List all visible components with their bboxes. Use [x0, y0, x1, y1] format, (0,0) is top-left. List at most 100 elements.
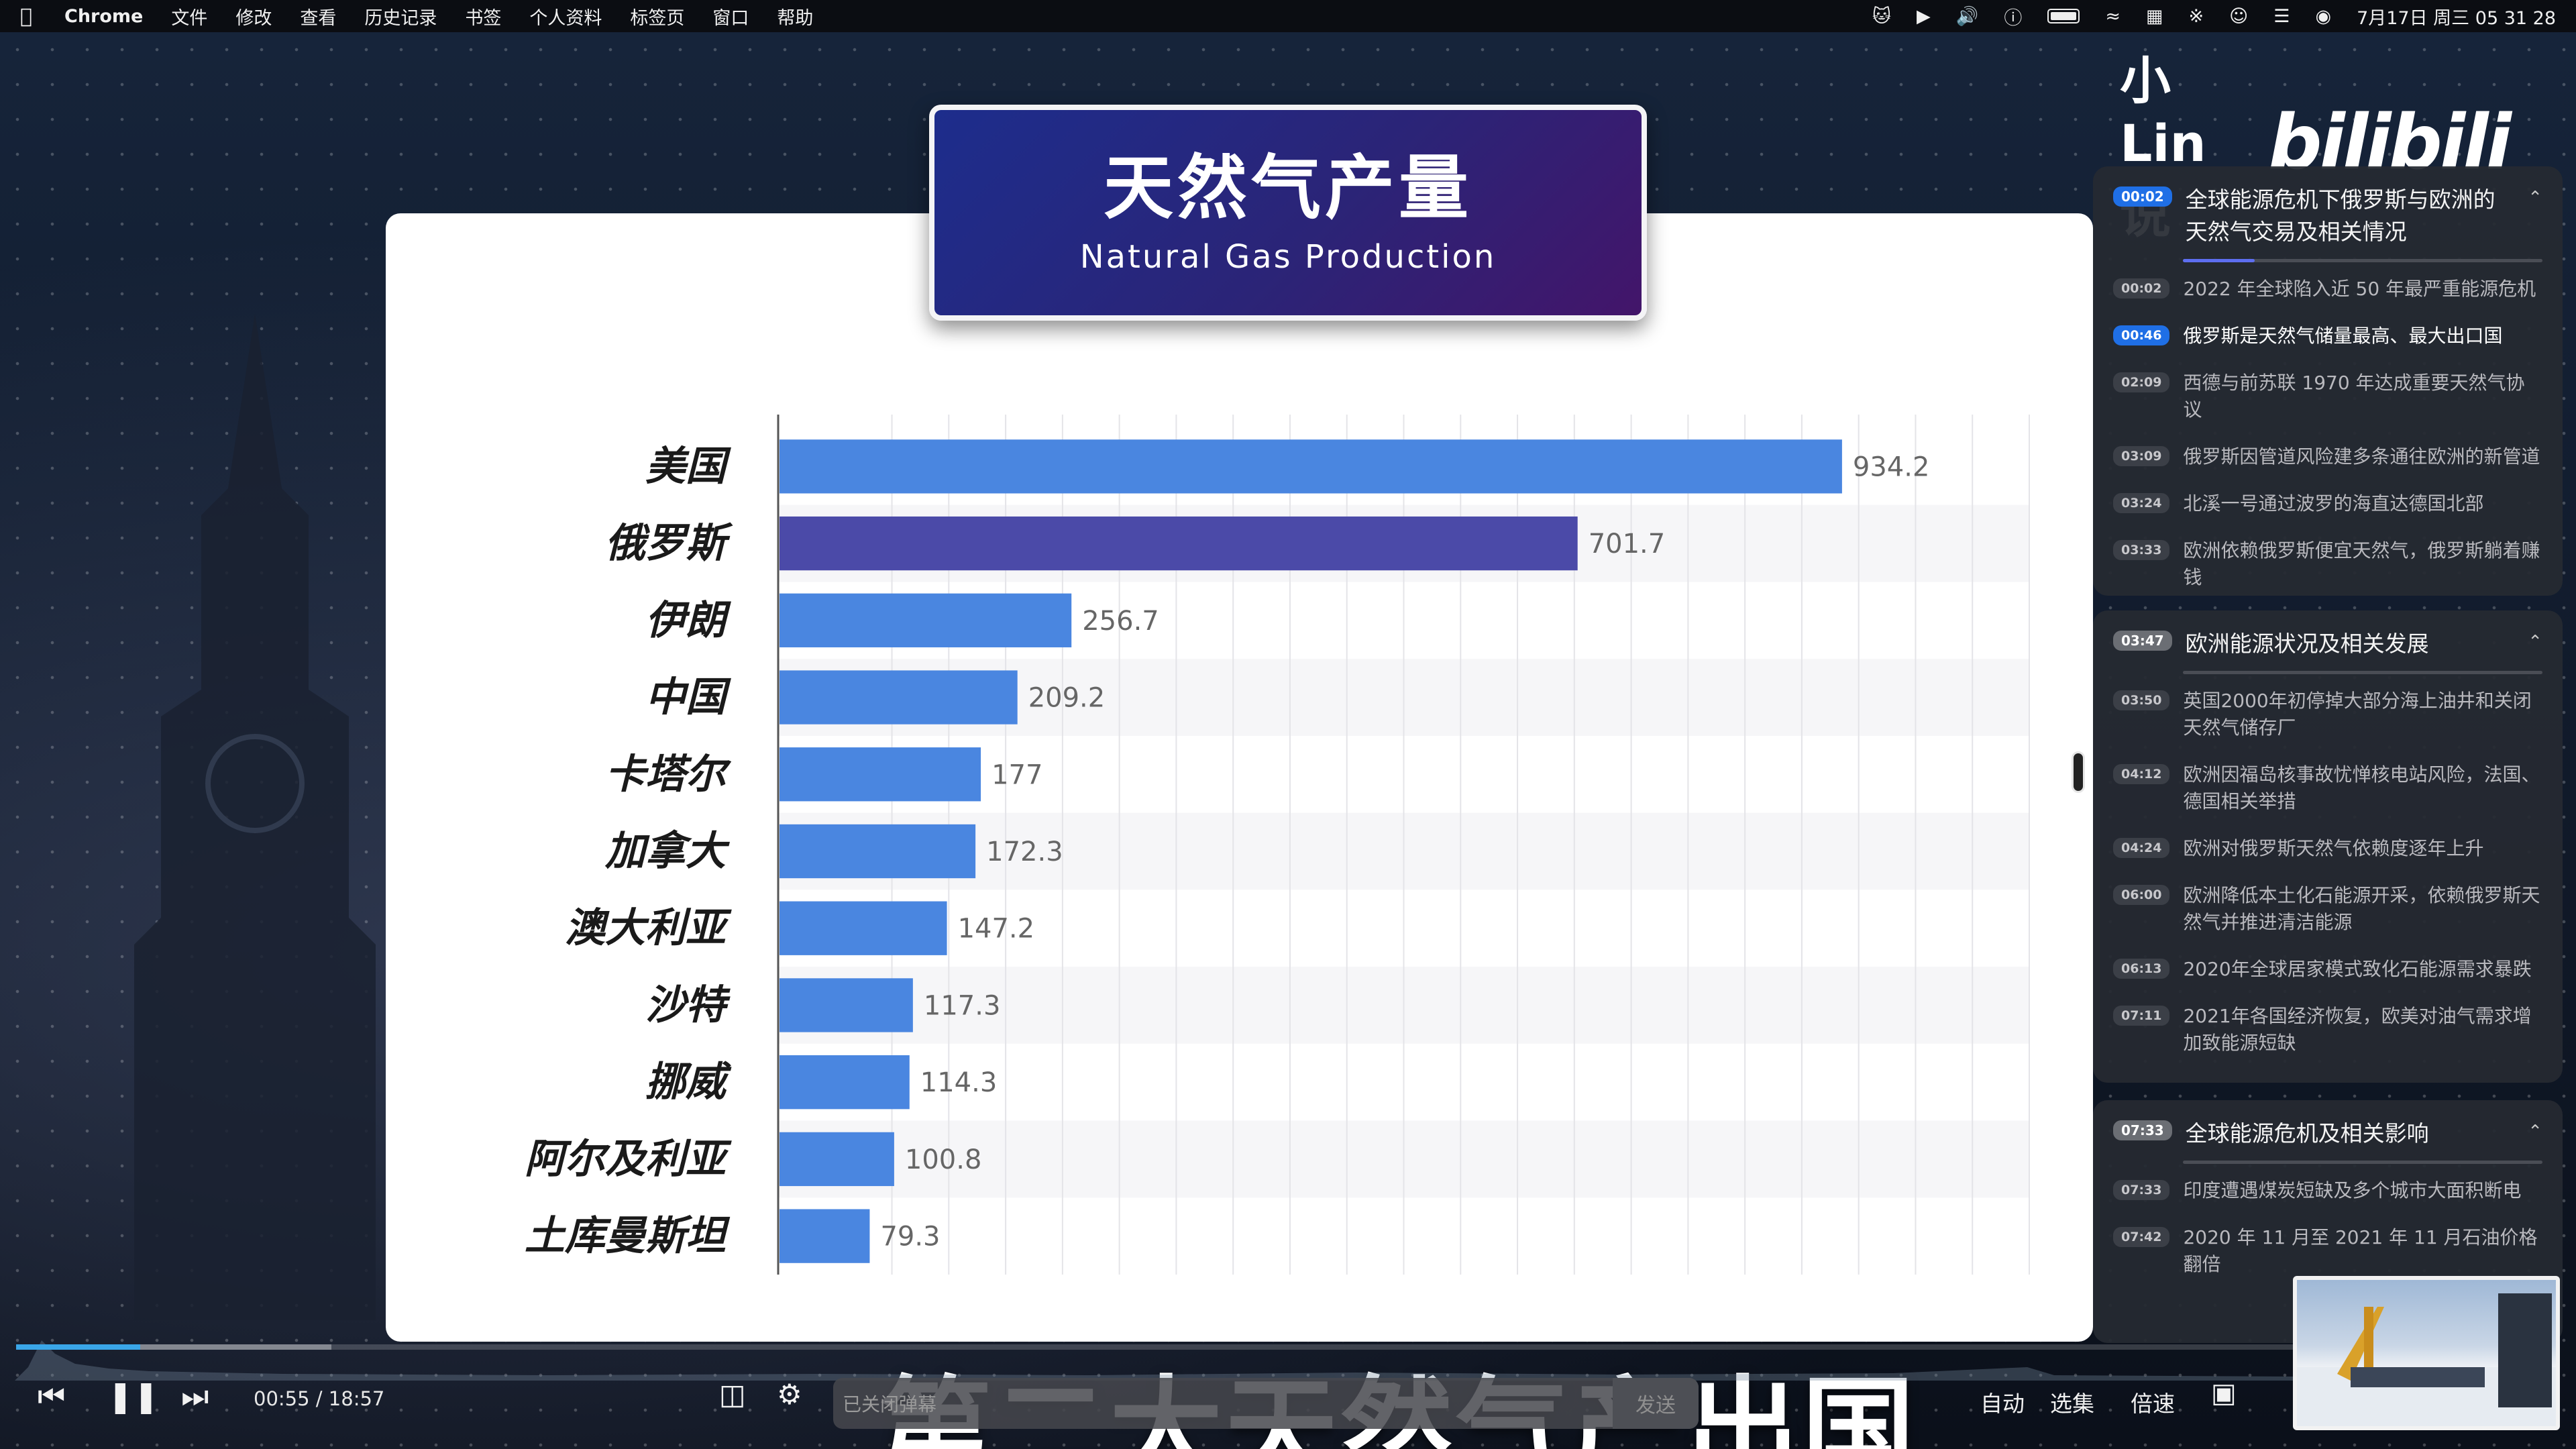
menu-profile[interactable]: 个人资料: [529, 7, 602, 29]
chevron-up-icon[interactable]: ⌃: [2528, 1122, 2542, 1142]
item-text[interactable]: 俄罗斯因管道风险建多条通往欧洲的新管道: [2183, 445, 2540, 468]
item-text[interactable]: 2020 年 11 月至 2021 年 11 月石油价格翻倍: [2183, 1226, 2538, 1275]
item-text[interactable]: 英国2000年初停掉大部分海上油井和关闭天然气储存厂: [2183, 690, 2532, 739]
chapter-title[interactable]: 全球能源危机及相关影响: [2185, 1120, 2429, 1146]
item-time-badge[interactable]: 04:24: [2113, 838, 2170, 858]
chapter-item[interactable]: 07:42 2020 年 11 月至 2021 年 11 月石油价格翻倍: [2113, 1224, 2542, 1278]
item-text[interactable]: 印度遭遇煤炭短缺及多个城市大面积断电: [2183, 1179, 2522, 1201]
quality-auto-button[interactable]: 自动: [1980, 1391, 2025, 1417]
user-icon[interactable]: ☺: [2229, 5, 2249, 27]
item-text[interactable]: 欧洲降低本土化石能源开采，依赖俄罗斯天然气并推进清洁能源: [2183, 884, 2540, 933]
wifi-icon[interactable]: ≈: [2105, 5, 2121, 27]
category-label: 沙特: [645, 981, 731, 1028]
chapter-title[interactable]: 全球能源危机下俄罗斯与欧洲的天然气交易及相关情况: [2185, 186, 2496, 245]
volume-icon[interactable]: 🔊: [1955, 6, 1979, 27]
info-circle-icon[interactable]: ⓘ: [2004, 7, 2023, 29]
siri-icon[interactable]: ◉: [2315, 5, 2332, 27]
item-text[interactable]: 西德与前苏联 1970 年达成重要天然气协议: [2183, 372, 2525, 421]
chevron-up-icon[interactable]: ⌃: [2528, 632, 2542, 652]
battery-icon[interactable]: [2047, 9, 2080, 23]
progress-heat-waveform: [15, 1340, 2296, 1381]
chapter-time-badge[interactable]: 00:02: [2113, 186, 2172, 207]
chapter-item[interactable]: 03:50 英国2000年初停掉大部分海上油井和关闭天然气储存厂: [2113, 688, 2542, 741]
send-button[interactable]: 发送: [1613, 1378, 1699, 1429]
menu-app-chrome[interactable]: Chrome: [64, 5, 144, 27]
item-text[interactable]: 2020年全球居家模式致化石能源需求暴跌: [2183, 958, 2532, 980]
item-time-badge[interactable]: 00:46: [2113, 325, 2170, 345]
chapter-item[interactable]: 03:24 北溪一号通过波罗的海直达德国北部: [2113, 490, 2542, 517]
chart-title-english: Natural Gas Production: [1079, 238, 1497, 276]
speed-button[interactable]: 倍速: [2131, 1391, 2175, 1417]
item-time-badge[interactable]: 04:12: [2113, 764, 2170, 784]
item-time-badge[interactable]: 03:09: [2113, 446, 2170, 466]
previous-icon[interactable]: ⏮: [38, 1378, 66, 1414]
menu-view[interactable]: 查看: [300, 7, 337, 29]
menu-file[interactable]: 文件: [171, 7, 208, 29]
chapter-item[interactable]: 04:12 欧洲因福岛核事故忧惮核电站风险，法国、德国相关举措: [2113, 761, 2542, 815]
menu-edit[interactable]: 修改: [235, 7, 272, 29]
chapter-item[interactable]: 07:33 印度遭遇煤炭短缺及多个城市大面积断电: [2113, 1177, 2542, 1204]
chapter-header[interactable]: 03:47 欧洲能源状况及相关发展 ⌃: [2113, 628, 2542, 660]
next-icon[interactable]: ⏭: [181, 1378, 209, 1414]
video-stage[interactable]: 美国 934.2 俄罗斯 701.7 伊朗 256.7 中国 209.2 卡塔尔 177 加拿大 17…: [0, 32, 2576, 1449]
item-time-badge[interactable]: 07:42: [2113, 1227, 2170, 1247]
episodes-button[interactable]: 选集: [2050, 1391, 2094, 1417]
item-text[interactable]: 北溪一号通过波罗的海直达德国北部: [2183, 492, 2484, 515]
chapter-header[interactable]: 00:02 全球能源危机下俄罗斯与欧洲的天然气交易及相关情况 ⌃: [2113, 184, 2542, 248]
chapter-item[interactable]: 00:02 2022 年全球陷入近 50 年最严重能源危机: [2113, 276, 2542, 303]
subtitle-off-icon[interactable]: ▣: [2211, 1378, 2237, 1409]
chapter-item[interactable]: 04:24 欧洲对俄罗斯天然气依赖度逐年上升: [2113, 835, 2542, 862]
item-time-badge[interactable]: 07:33: [2113, 1180, 2170, 1200]
chapter-item[interactable]: 03:33 欧洲依赖俄罗斯便宜天然气，俄罗斯躺着赚钱: [2113, 537, 2542, 591]
video-seekbar[interactable]: [16, 1344, 2545, 1350]
control-center-icon[interactable]: ☰: [2273, 5, 2290, 27]
menu-help[interactable]: 帮助: [777, 7, 814, 29]
chapter-card-2[interactable]: 03:47 欧洲能源状况及相关发展 ⌃ 03:50 英国2000年初停掉大部分海…: [2093, 610, 2563, 1083]
item-text[interactable]: 欧洲对俄罗斯天然气依赖度逐年上升: [2183, 837, 2484, 859]
menu-history[interactable]: 历史记录: [364, 7, 437, 29]
chapter-title[interactable]: 欧洲能源状况及相关发展: [2185, 631, 2429, 657]
panel-drag-handle[interactable]: [2072, 751, 2085, 793]
chevron-up-icon[interactable]: ⌃: [2528, 188, 2542, 208]
seekbar-progress[interactable]: [16, 1344, 140, 1350]
item-time-badge[interactable]: 03:33: [2113, 540, 2170, 560]
chapter-time-badge[interactable]: 03:47: [2113, 631, 2172, 651]
chapter-header[interactable]: 07:33 全球能源危机及相关影响 ⌃: [2113, 1118, 2542, 1150]
item-text[interactable]: 2021年各国经济恢复，欧美对油气需求增加致能源短缺: [2183, 1005, 2532, 1054]
bluetooth-icon[interactable]: ※: [2188, 5, 2204, 27]
cat-icon[interactable]: 🐱: [1872, 5, 1891, 27]
item-time-badge[interactable]: 03:24: [2113, 493, 2170, 513]
pause-icon[interactable]: ❚❚: [107, 1378, 160, 1414]
item-text[interactable]: 欧洲因福岛核事故忧惮核电站风险，法国、德国相关举措: [2183, 763, 2540, 812]
input-method-icon[interactable]: ▦: [2145, 5, 2163, 27]
chapter-item[interactable]: 06:13 2020年全球居家模式致化石能源需求暴跌: [2113, 956, 2542, 983]
chapter-item[interactable]: 07:11 2021年各国经济恢复，欧美对油气需求增加致能源短缺: [2113, 1003, 2542, 1057]
item-time-badge[interactable]: 03:50: [2113, 690, 2170, 710]
kremlin-tower-silhouette: [134, 314, 376, 1320]
mini-player-preview[interactable]: [2293, 1276, 2560, 1430]
chapter-card-1[interactable]: 00:02 全球能源危机下俄罗斯与欧洲的天然气交易及相关情况 ⌃ 00:02 2…: [2093, 166, 2563, 596]
chapter-item[interactable]: 02:09 西德与前苏联 1970 年达成重要天然气协议: [2113, 370, 2542, 423]
item-time-badge[interactable]: 06:00: [2113, 885, 2170, 905]
item-time-badge[interactable]: 00:02: [2113, 278, 2170, 299]
menu-bookmarks[interactable]: 书签: [465, 7, 502, 29]
menu-window[interactable]: 窗口: [712, 7, 749, 29]
menubar-clock[interactable]: 7月17日 周三 05 31 28: [2357, 7, 2556, 29]
item-time-badge[interactable]: 02:09: [2113, 372, 2170, 392]
danmaku-toggle-icon[interactable]: ◫: [719, 1378, 746, 1411]
item-text[interactable]: 欧洲依赖俄罗斯便宜天然气，俄罗斯躺着赚钱: [2183, 539, 2540, 588]
play-circle-icon[interactable]: ▶: [1916, 5, 1931, 27]
chapter-item[interactable]: 03:09 俄罗斯因管道风险建多条通往欧洲的新管道: [2113, 443, 2542, 470]
chapter-time-badge[interactable]: 07:33: [2113, 1120, 2172, 1140]
menu-tabs[interactable]: 标签页: [630, 7, 685, 29]
item-time-badge[interactable]: 07:11: [2113, 1006, 2170, 1026]
item-text[interactable]: 俄罗斯是天然气储量最高、最大出口国: [2183, 325, 2503, 347]
danmaku-input[interactable]: 已关闭弹幕: [833, 1378, 1699, 1429]
apple-icon[interactable]: : [20, 5, 47, 28]
chapter-item[interactable]: 06:00 欧洲降低本土化石能源开采，依赖俄罗斯天然气并推进清洁能源: [2113, 882, 2542, 936]
chapter-item-current[interactable]: 00:46 俄罗斯是天然气储量最高、最大出口国: [2113, 323, 2542, 350]
item-text[interactable]: 2022 年全球陷入近 50 年最严重能源危机: [2183, 278, 2536, 300]
category-label: 卡塔尔: [605, 751, 732, 798]
item-time-badge[interactable]: 06:13: [2113, 959, 2170, 979]
danmaku-settings-icon[interactable]: ⚙: [777, 1378, 802, 1411]
